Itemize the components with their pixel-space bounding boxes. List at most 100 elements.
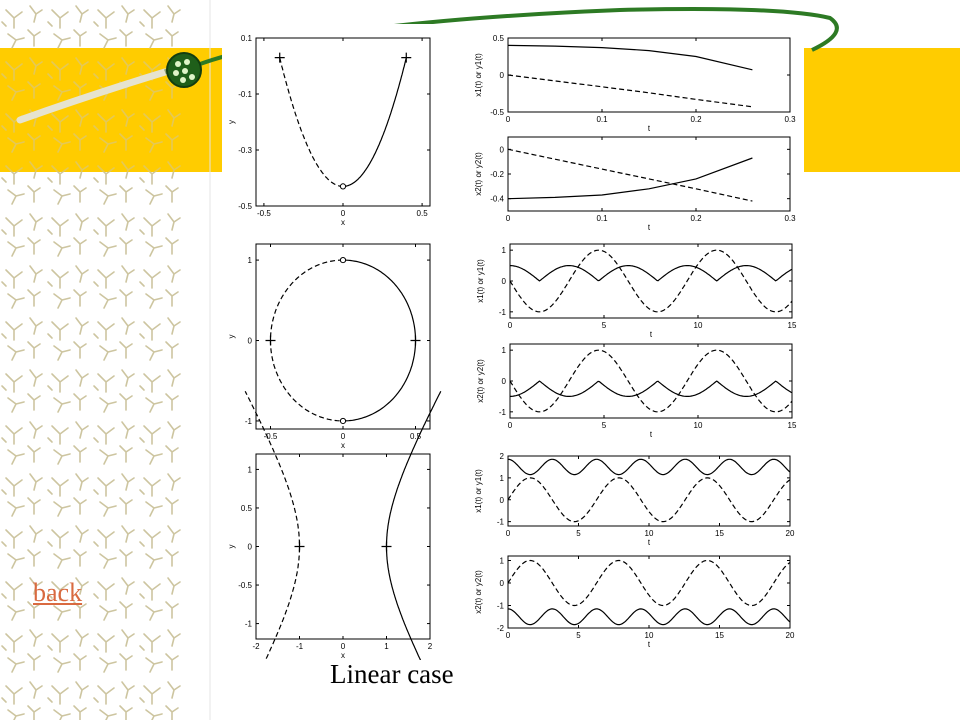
y-tick-label: -1	[497, 518, 505, 527]
y-tick-label: 0	[502, 277, 507, 286]
x-tick-label: -0.5	[257, 209, 271, 218]
plus-marker	[381, 541, 392, 552]
x-tick-label: 5	[602, 321, 607, 330]
x-tick-label: 5	[576, 631, 581, 640]
y-tick-label: 1	[500, 474, 505, 483]
y-tick-label: -0.4	[490, 195, 504, 204]
axes-frame	[507, 455, 791, 527]
y-axis-label: x2(t) or y2(t)	[474, 570, 483, 614]
series-line-solid	[343, 57, 407, 187]
x-tick-label: 0	[508, 321, 513, 330]
series-line-dashed	[244, 390, 301, 660]
axes-frame	[255, 37, 431, 207]
back-link[interactable]: back	[33, 578, 83, 607]
x-tick-label: 10	[694, 321, 703, 330]
plus-marker	[410, 335, 421, 346]
series-line-dashed	[509, 249, 793, 313]
x-tick-label: 5	[576, 529, 581, 538]
x-tick-label: 0	[508, 421, 513, 430]
y-axis-label: x1(t) or y1(t)	[474, 469, 483, 513]
green-orb-icon	[166, 52, 202, 88]
y-tick-label: -1	[499, 308, 507, 317]
axes-frame	[509, 343, 793, 419]
series-line-solid	[507, 157, 753, 200]
y-tick-label: 0.5	[493, 34, 505, 43]
x-axis-label: x	[341, 441, 345, 450]
y-tick-label: 0	[500, 71, 505, 80]
x-tick-label: 5	[602, 421, 607, 430]
y-tick-label: 0	[500, 579, 505, 588]
plus-marker	[274, 52, 285, 63]
axes-frame	[509, 243, 793, 319]
x-tick-label: 10	[694, 421, 703, 430]
x-tick-label: 0	[341, 209, 346, 218]
y-tick-label: -0.2	[490, 170, 504, 179]
y-tick-label: 1	[502, 346, 507, 355]
y-axis-label: x1(t) or y1(t)	[476, 259, 485, 303]
chart-phase-2: -0.5 0 0.5 1 0 -1 x y	[227, 243, 431, 450]
x-tick-label: 0.2	[690, 115, 702, 124]
y-tick-label: 0	[500, 145, 505, 154]
y-axis-label: y	[227, 545, 236, 549]
x-tick-label: 15	[715, 529, 724, 538]
x-tick-label: 0.2	[690, 214, 702, 223]
x-axis-label: x	[341, 651, 345, 660]
plus-marker	[265, 335, 276, 346]
x-tick-label: 0.5	[417, 209, 429, 218]
x-axis-label: t	[648, 223, 651, 232]
y-tick-label: 1	[248, 465, 253, 474]
y-axis-label: x2(t) or y2(t)	[474, 152, 483, 196]
x-tick-label: 0	[341, 432, 346, 441]
y-axis-label: y	[227, 120, 236, 124]
y-tick-label: 0	[248, 337, 253, 346]
x-tick-label: 15	[788, 421, 797, 430]
y-tick-label: 1	[502, 246, 507, 255]
swoosh-light	[16, 68, 169, 124]
circle-marker	[339, 183, 347, 190]
y-tick-label: 0.1	[241, 34, 253, 43]
y-tick-label: -1	[245, 417, 253, 426]
y-tick-label: -0.1	[238, 90, 252, 99]
x-axis-label: t	[650, 330, 653, 339]
figure-panel: -0.5 0 0.5 0.1 -0.1 -0.3 -0.5 x y 0 0.1 0.2 0.3 0.5 0-…	[222, 24, 804, 660]
x-tick-label: 20	[786, 631, 795, 640]
x-axis-label: x	[341, 218, 345, 227]
series-line-solid	[510, 380, 793, 397]
linear-case-figure: -0.5 0 0.50.1-0.1-0.3-0.5xy 0 0.1 0.2 0.30.50-…	[227, 34, 797, 660]
x-tick-label: 15	[715, 631, 724, 640]
y-axis-label: x2(t) or y2(t)	[476, 359, 485, 403]
series-line-dashed	[507, 74, 753, 108]
x-tick-label: 15	[788, 321, 797, 330]
plus-marker	[401, 52, 412, 63]
x-tick-label: 0.1	[596, 115, 608, 124]
x-tick-label: 10	[645, 631, 654, 640]
y-tick-label: 1	[248, 256, 253, 265]
x-tick-label: -0.5	[264, 432, 278, 441]
x-axis-label: t	[648, 124, 651, 133]
accent-band-right	[804, 48, 960, 172]
y-tick-label: 0	[500, 496, 505, 505]
y-tick-label: 0.5	[241, 504, 253, 513]
series-line-solid	[510, 265, 793, 282]
y-axis-label: y	[227, 335, 236, 339]
x-tick-label: 2	[428, 642, 433, 651]
chart-phase-1: -0.5 0 0.5 0.1 -0.1 -0.3 -0.5 x y	[227, 34, 431, 227]
y-tick-label: -1	[497, 602, 505, 611]
series-line-dashed	[509, 349, 793, 413]
x-tick-label: 1	[384, 642, 389, 651]
x-tick-label: 0	[506, 631, 511, 640]
series-line-dashed	[279, 57, 343, 187]
x-tick-label: 0	[341, 642, 346, 651]
series-line-solid	[342, 259, 417, 422]
series-line-solid	[507, 44, 753, 71]
series-line-dashed	[269, 259, 344, 422]
y-tick-label: -0.5	[238, 202, 252, 211]
x-tick-label: -2	[252, 642, 260, 651]
circle-marker	[339, 256, 347, 264]
chart-phase-3: -2 -1 0 1 2 1 0.5 0 -0.5 -1 x y	[227, 390, 442, 660]
x-tick-label: 20	[786, 529, 795, 538]
